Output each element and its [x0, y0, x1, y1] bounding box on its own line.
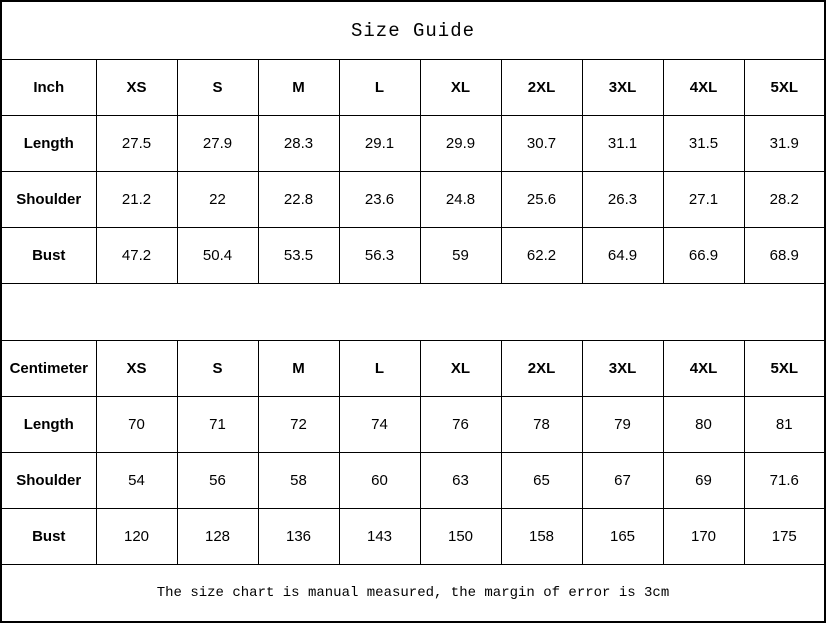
- unit-label-inch: Inch: [0, 59, 97, 116]
- size-column-header: 2XL: [500, 340, 583, 397]
- measurement-value: 74: [338, 396, 421, 453]
- size-column-header: XL: [419, 59, 502, 116]
- measurement-value: 120: [95, 508, 178, 565]
- size-column-header: S: [176, 59, 259, 116]
- measurement-value: 71: [176, 396, 259, 453]
- measurement-label: Shoulder: [0, 452, 97, 509]
- measurement-row-length: Length 27.5 27.9 28.3 29.1 29.9 30.7 31.1 31.5 31…: [0, 115, 826, 172]
- measurement-label: Shoulder: [0, 171, 97, 228]
- measurement-row-bust: Bust 47.2 50.4 53.5 56.3 59 62.2 64.9 66.9 68.9: [0, 227, 826, 284]
- size-column-header: 2XL: [500, 59, 583, 116]
- measurement-value: 30.7: [500, 115, 583, 172]
- measurement-value: 59: [419, 227, 502, 284]
- size-column-header: 4XL: [662, 340, 745, 397]
- measurement-value: 25.6: [500, 171, 583, 228]
- measurement-value: 60: [338, 452, 421, 509]
- measurement-value: 71.6: [743, 452, 826, 509]
- measurement-value: 26.3: [581, 171, 664, 228]
- measurement-value: 29.1: [338, 115, 421, 172]
- measurement-value: 72: [257, 396, 340, 453]
- size-column-header: 3XL: [581, 340, 664, 397]
- measurement-value: 65: [500, 452, 583, 509]
- size-column-header: 3XL: [581, 59, 664, 116]
- measurement-value: 31.5: [662, 115, 745, 172]
- measurement-value: 21.2: [95, 171, 178, 228]
- measurement-value: 158: [500, 508, 583, 565]
- measurement-value: 28.3: [257, 115, 340, 172]
- measurement-value: 80: [662, 396, 745, 453]
- measurement-value: 28.2: [743, 171, 826, 228]
- measurement-value: 79: [581, 396, 664, 453]
- measurement-value: 58: [257, 452, 340, 509]
- measurement-value: 175: [743, 508, 826, 565]
- page-title: Size Guide: [0, 0, 826, 60]
- note-row: The size chart is manual measured, the m…: [0, 564, 826, 623]
- measurement-label: Length: [0, 396, 97, 453]
- measurement-value: 136: [257, 508, 340, 565]
- measurement-value: 27.5: [95, 115, 178, 172]
- measurement-value: 29.9: [419, 115, 502, 172]
- measurement-value: 56.3: [338, 227, 421, 284]
- measurement-value: 143: [338, 508, 421, 565]
- size-column-header: L: [338, 59, 421, 116]
- size-grid-section: Inch XS S M L XL 2XL 3XL 4XL 5XL Length 27.5 27.9 28.…: [0, 59, 826, 565]
- measurement-value: 150: [419, 508, 502, 565]
- measurement-value: 62.2: [500, 227, 583, 284]
- measurement-row-shoulder: Shoulder 21.2 22 22.8 23.6 24.8 25.6 26.3 27.1 28…: [0, 171, 826, 228]
- title-row: Size Guide: [0, 0, 826, 60]
- measurement-value: 68.9: [743, 227, 826, 284]
- measurement-label: Length: [0, 115, 97, 172]
- note-section: The size chart is manual measured, the m…: [0, 564, 826, 623]
- measurement-value: 81: [743, 396, 826, 453]
- measurement-label: Bust: [0, 227, 97, 284]
- measurement-value: 165: [581, 508, 664, 565]
- size-column-header: XL: [419, 340, 502, 397]
- measurement-value: 50.4: [176, 227, 259, 284]
- measurement-label: Bust: [0, 508, 97, 565]
- title-section: Size Guide: [0, 0, 826, 60]
- measurement-value: 64.9: [581, 227, 664, 284]
- size-column-header: XS: [95, 340, 178, 397]
- size-column-header: XS: [95, 59, 178, 116]
- measurement-value: 24.8: [419, 171, 502, 228]
- measurement-value: 56: [176, 452, 259, 509]
- measurement-value: 31.9: [743, 115, 826, 172]
- size-column-header: 4XL: [662, 59, 745, 116]
- size-column-header: M: [257, 340, 340, 397]
- measurement-value: 47.2: [95, 227, 178, 284]
- unit-label-centimeter: Centimeter: [0, 340, 97, 397]
- size-header-row-inch: Inch XS S M L XL 2XL 3XL 4XL 5XL: [0, 59, 826, 116]
- measurement-value: 63: [419, 452, 502, 509]
- size-column-header: M: [257, 59, 340, 116]
- measurement-value: 22: [176, 171, 259, 228]
- measurement-row-shoulder: Shoulder 54 56 58 60 63 65 67 69 71.6: [0, 452, 826, 509]
- size-column-header: 5XL: [743, 59, 826, 116]
- measurement-value: 53.5: [257, 227, 340, 284]
- size-column-header: L: [338, 340, 421, 397]
- measurement-value: 66.9: [662, 227, 745, 284]
- measurement-value: 22.8: [257, 171, 340, 228]
- size-column-header: S: [176, 340, 259, 397]
- measurement-value: 31.1: [581, 115, 664, 172]
- spacer-cell: [0, 283, 826, 341]
- measurement-value: 70: [95, 396, 178, 453]
- measurement-value: 128: [176, 508, 259, 565]
- size-header-row-centimeter: Centimeter XS S M L XL 2XL 3XL 4XL 5XL: [0, 340, 826, 397]
- measurement-row-length: Length 70 71 72 74 76 78 79 80 81: [0, 396, 826, 453]
- footer-note: The size chart is manual measured, the m…: [0, 564, 826, 623]
- measurement-value: 23.6: [338, 171, 421, 228]
- measurement-value: 170: [662, 508, 745, 565]
- measurement-row-bust: Bust 120 128 136 143 150 158 165 170 175: [0, 508, 826, 565]
- table-spacer-row: [0, 283, 826, 341]
- size-column-header: 5XL: [743, 340, 826, 397]
- measurement-value: 27.9: [176, 115, 259, 172]
- measurement-value: 69: [662, 452, 745, 509]
- measurement-value: 67: [581, 452, 664, 509]
- measurement-value: 76: [419, 396, 502, 453]
- measurement-value: 27.1: [662, 171, 745, 228]
- measurement-value: 78: [500, 396, 583, 453]
- measurement-value: 54: [95, 452, 178, 509]
